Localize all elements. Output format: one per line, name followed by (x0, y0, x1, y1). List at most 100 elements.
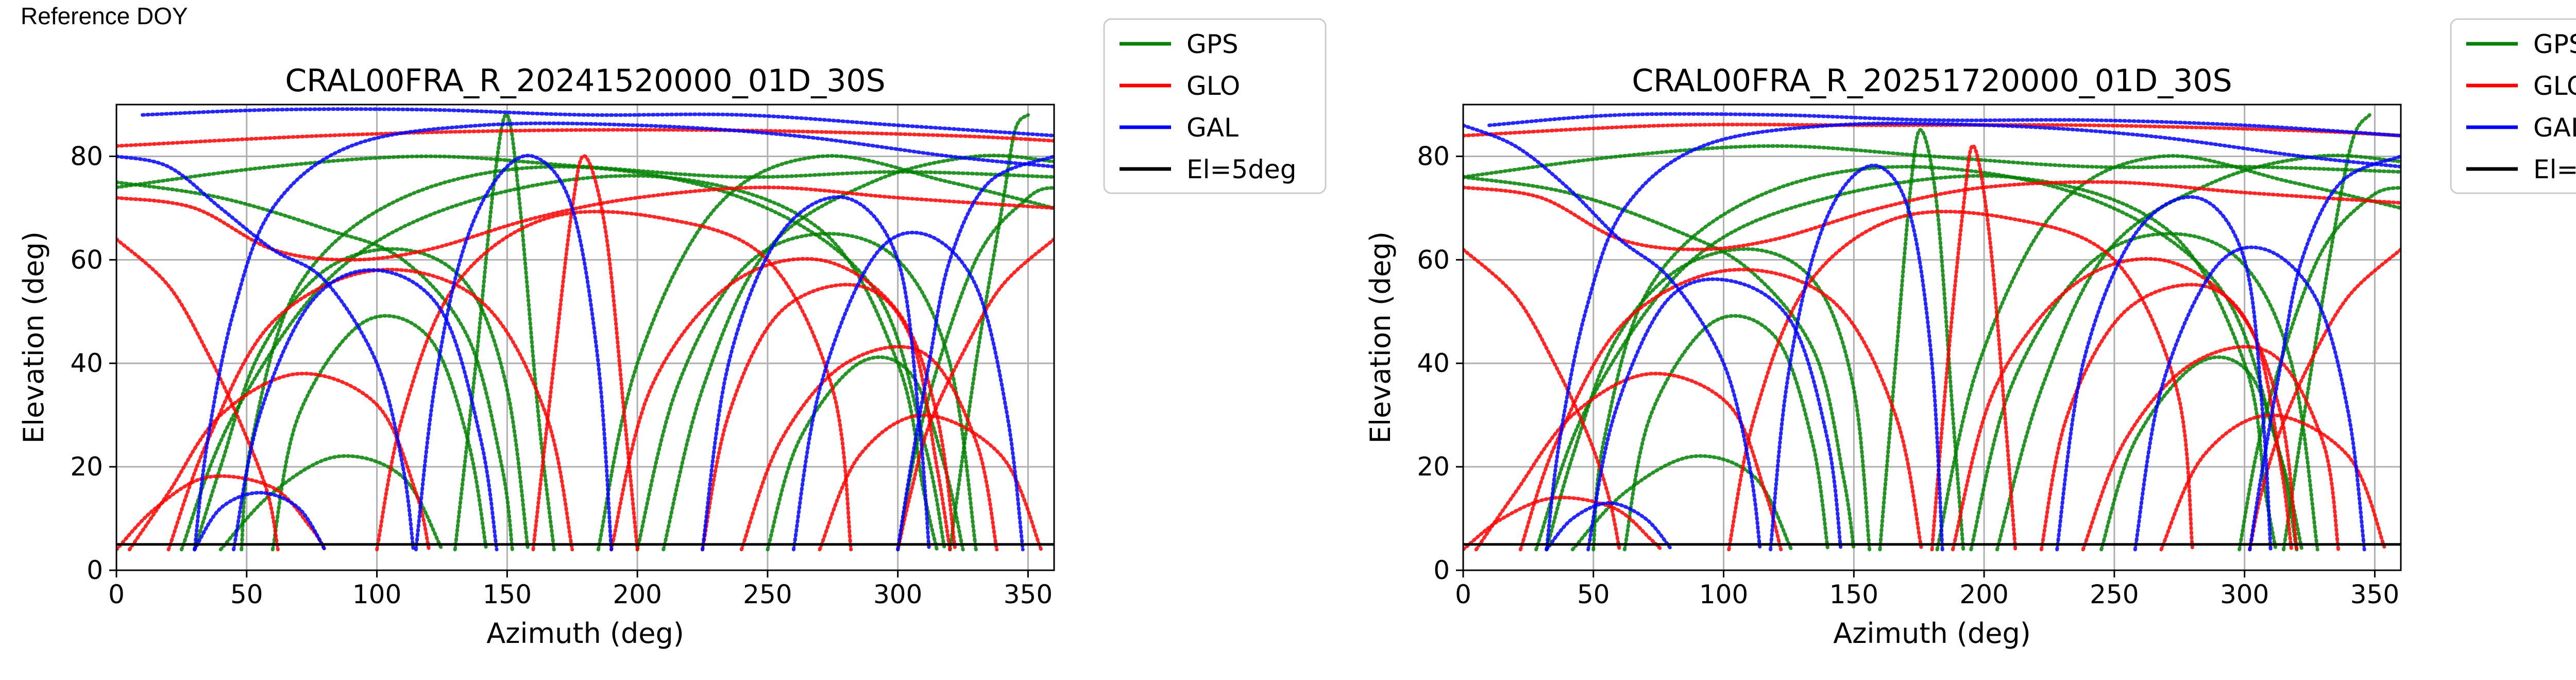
x-tick-label: 300 (873, 580, 922, 609)
tracks (1463, 112, 2401, 552)
track-gal (2248, 154, 2401, 552)
track-gps (240, 164, 947, 552)
track-gps (1935, 154, 2401, 552)
y-tick-label: 40 (70, 348, 103, 378)
y-axis-label: Elevation (deg) (18, 231, 50, 444)
track-glo (116, 128, 1054, 148)
chart-panel-1: 0 50 100 150 200 250 300 350 0 20 40 60 80 CRAL00FRA_… (18, 18, 1327, 650)
x-tick-label: 0 (1455, 580, 1471, 609)
track-gps (2282, 113, 2371, 552)
track-glo (1518, 267, 1924, 552)
legend: GPS GLO GAL El=5deg (1103, 18, 1327, 194)
y-tick-label: 20 (1417, 452, 1450, 482)
legend-box (2450, 18, 2576, 194)
legend-entry: El=5deg (2533, 155, 2576, 184)
y-tick-label: 20 (70, 452, 103, 482)
legend-entry: GLO (2533, 71, 2576, 101)
track-gps (270, 314, 488, 552)
track-gps (1622, 314, 1830, 552)
track-glo (116, 237, 280, 552)
x-tick-label: 100 (1699, 580, 1748, 609)
chart-panel-2: 0 50 100 150 200 250 300 350 0 20 40 60 80 CRAL00FRA_… (1364, 18, 2576, 650)
track-gal (1545, 121, 2401, 552)
track-gps (193, 247, 530, 552)
track-gps (1878, 128, 1965, 552)
track-gps (1969, 232, 2319, 552)
track-glo (1930, 143, 2018, 552)
track-gps (662, 154, 1054, 552)
x-tick-label: 350 (1004, 580, 1053, 609)
track-glo (609, 257, 957, 552)
track-glo (116, 185, 1054, 262)
y-tick-label: 0 (87, 555, 103, 585)
track-gps (1463, 144, 2401, 179)
y-axis-label: Elevation (deg) (1364, 231, 1397, 444)
x-tick-label: 250 (2090, 580, 2139, 609)
tracks (116, 107, 1054, 552)
track-gal (141, 107, 1054, 138)
track-gal (1545, 501, 1673, 552)
track-gal (1487, 112, 2401, 138)
y-tick-label: 60 (1417, 245, 1450, 275)
track-glo (1463, 180, 2401, 251)
chart-title: CRAL00FRA_R_20251720000_01D_30S (1632, 63, 2232, 99)
track-glo (1474, 371, 1783, 552)
legend: GPS GLO GAL El=5deg (2450, 18, 2576, 194)
x-tick-label: 200 (613, 580, 662, 609)
legend-entry: GLO (1187, 71, 1240, 101)
track-gps (2099, 355, 2304, 552)
y-tick-label: 0 (1433, 555, 1450, 585)
track-gal (1586, 277, 1843, 552)
x-tick-label: 250 (743, 580, 792, 609)
x-tick-label: 200 (1959, 580, 2008, 609)
y-tick-label: 60 (70, 245, 103, 275)
axes-frame (1462, 104, 2402, 571)
x-tick-label: 350 (2350, 580, 2399, 609)
legend-entry: GAL (2533, 113, 2576, 143)
track-gal (193, 490, 327, 552)
track-gal (1463, 123, 1762, 552)
legend-entry: GPS (1187, 29, 1239, 59)
axes-frame (115, 104, 1055, 571)
x-axis-label: Azimuth (deg) (1833, 617, 2031, 650)
x-tick-label: 100 (352, 580, 401, 609)
track-gps (596, 154, 1054, 552)
track-glo (818, 413, 1043, 552)
track-glo (531, 154, 639, 552)
y-tick-label: 80 (70, 141, 103, 171)
track-gal (1769, 163, 1944, 552)
legend-box (1103, 18, 1327, 194)
track-gps (1545, 247, 1872, 552)
track-gal (193, 121, 1054, 552)
track-glo (896, 237, 1054, 552)
track-glo (739, 345, 999, 552)
track-glo (375, 210, 853, 552)
legend-entry: El=5deg (1187, 155, 1296, 184)
x-axis-label: Azimuth (deg) (486, 617, 684, 650)
track-gps (1570, 454, 1793, 552)
track-gal (116, 154, 415, 552)
x-tick-label: 150 (1829, 580, 1878, 609)
y-tick-label: 40 (1417, 348, 1450, 378)
track-gal (2055, 195, 2273, 552)
track-glo (2081, 345, 2341, 552)
chart-title: CRAL00FRA_R_20241520000_01D_30S (285, 63, 885, 99)
x-tick-label: 150 (483, 580, 532, 609)
x-tick-label: 50 (230, 580, 263, 609)
track-gal (791, 230, 1025, 552)
x-tick-label: 300 (2220, 580, 2269, 609)
track-gps (635, 232, 978, 552)
track-gal (2133, 245, 2366, 552)
legend-entry: GAL (1187, 113, 1239, 143)
track-gal (232, 268, 499, 552)
x-tick-label: 50 (1577, 580, 1610, 609)
x-tick-label: 0 (108, 580, 125, 609)
track-glo (1463, 496, 1663, 552)
track-gps (453, 112, 556, 552)
legend-entry: GPS (2533, 29, 2576, 59)
track-glo (127, 371, 431, 552)
track-gal (414, 154, 614, 552)
track-gps (116, 180, 514, 552)
